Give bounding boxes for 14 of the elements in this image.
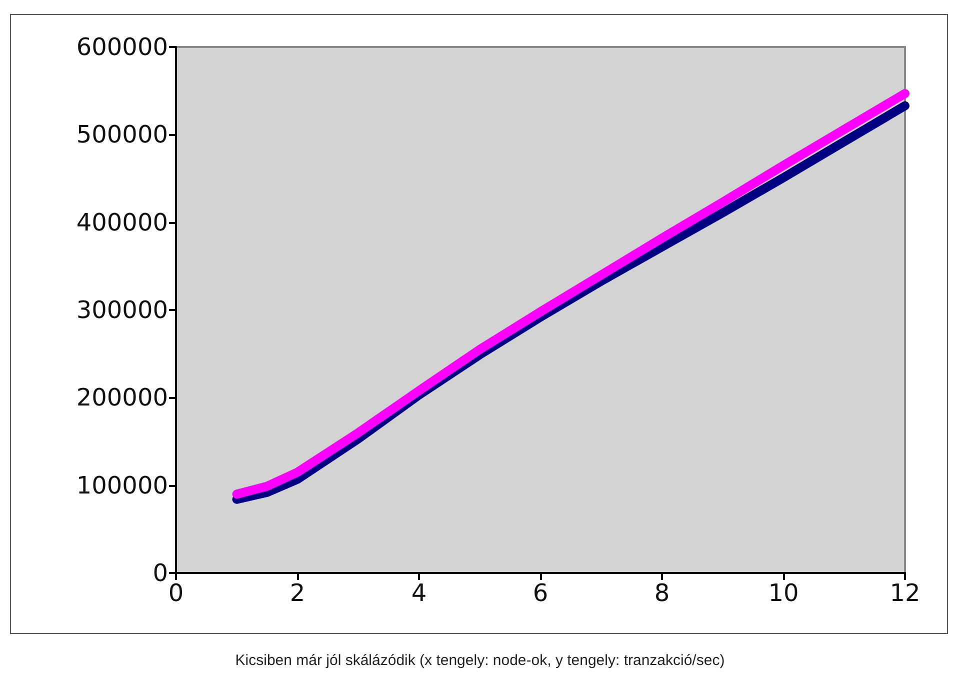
y-tick-label: 500000 <box>76 120 168 149</box>
y-tick-label: 100000 <box>76 471 168 500</box>
x-tick-label: 10 <box>768 579 799 607</box>
text: Kicsiben már jól skálázódik (x tengely: node-ok, y tengely: tranzakció/sec) <box>234 652 726 669</box>
y-tick-label: 200000 <box>76 384 168 412</box>
x-tick-label: 4 <box>411 579 427 607</box>
x-tick-label: 8 <box>654 579 670 607</box>
x-tick-label: 6 <box>532 579 548 607</box>
y-tick-label: 400000 <box>76 208 168 236</box>
y-tick-label: 0 <box>152 559 168 587</box>
y-tick-label: 600000 <box>76 33 168 61</box>
x-tick-label: 2 <box>290 579 306 607</box>
x-tick-label: 12 <box>890 579 920 607</box>
y-tick-label: 300000 <box>76 296 168 324</box>
